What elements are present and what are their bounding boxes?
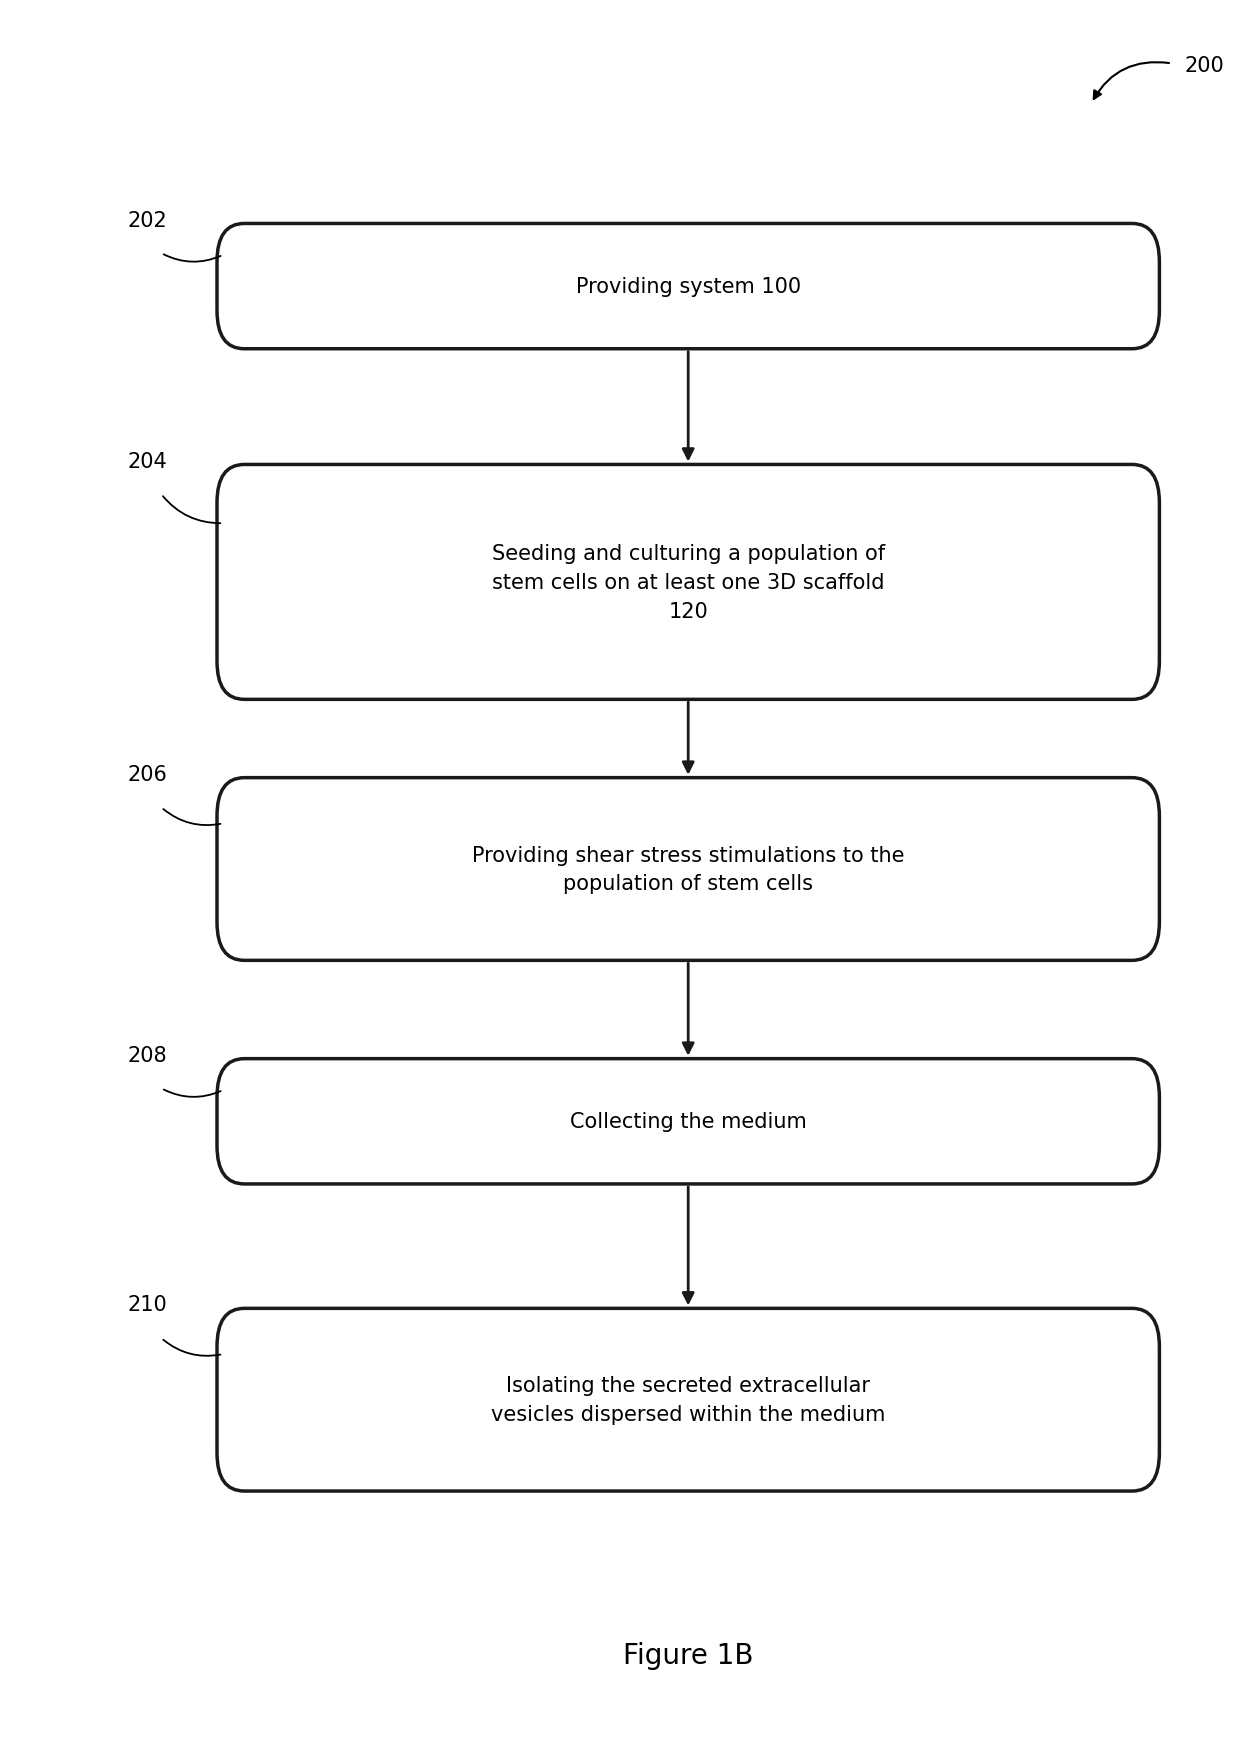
- FancyBboxPatch shape: [217, 464, 1159, 699]
- Text: Seeding and culturing a population of
stem cells on at least one 3D scaffold
120: Seeding and culturing a population of st…: [491, 544, 885, 621]
- Text: Figure 1B: Figure 1B: [622, 1642, 754, 1669]
- Text: Collecting the medium: Collecting the medium: [570, 1111, 806, 1132]
- Text: 200: 200: [1184, 56, 1224, 75]
- Text: Isolating the secreted extracellular
vesicles dispersed within the medium: Isolating the secreted extracellular ves…: [491, 1376, 885, 1424]
- FancyBboxPatch shape: [217, 1308, 1159, 1490]
- FancyBboxPatch shape: [217, 1059, 1159, 1184]
- Text: 202: 202: [128, 210, 167, 230]
- Text: 208: 208: [128, 1045, 167, 1064]
- Text: 206: 206: [128, 765, 167, 784]
- Text: 210: 210: [128, 1294, 167, 1315]
- Text: 204: 204: [128, 450, 167, 471]
- Text: Providing system 100: Providing system 100: [575, 277, 801, 297]
- FancyBboxPatch shape: [217, 224, 1159, 350]
- Text: Providing shear stress stimulations to the
population of stem cells: Providing shear stress stimulations to t…: [472, 845, 904, 894]
- FancyBboxPatch shape: [217, 779, 1159, 960]
